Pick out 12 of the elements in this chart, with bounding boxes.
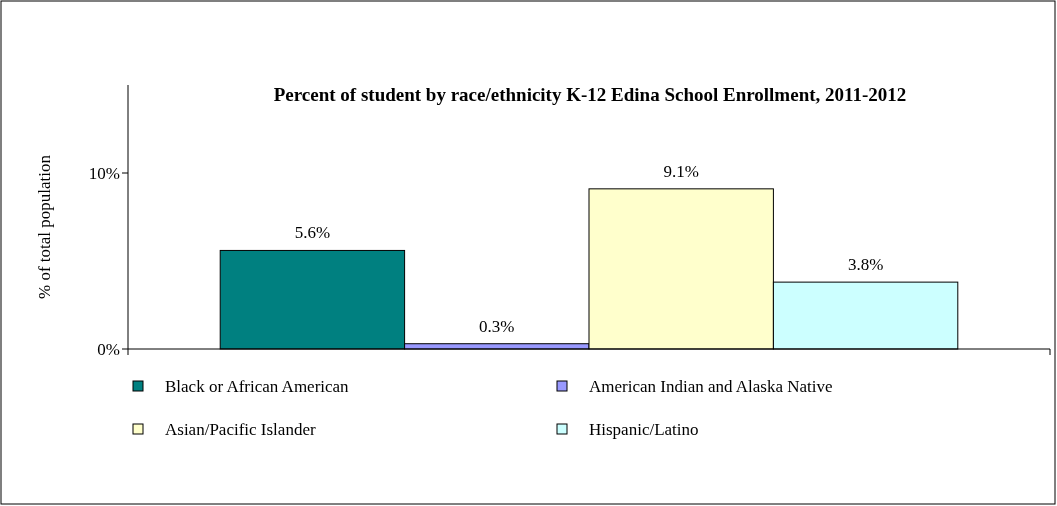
y-axis-title: % of total population xyxy=(35,154,54,300)
data-label: 9.1% xyxy=(663,161,699,181)
legend-label: American Indian and Alaska Native xyxy=(589,376,833,396)
chart-title: Percent of student by race/ethnicity K-12 Edina School Enrollment, 2011-2012 xyxy=(273,84,907,105)
legend-label: Black or African American xyxy=(165,376,350,396)
y-tick-label: 0% xyxy=(97,339,120,359)
legend-label: Hispanic/Latino xyxy=(589,419,699,439)
data-label: 3.8% xyxy=(847,255,884,275)
data-label: 0.3% xyxy=(479,316,515,336)
y-tick-label: 10% xyxy=(88,163,120,183)
legend-label: Asian/Pacific Islander xyxy=(165,419,316,439)
data-label: 5.6% xyxy=(294,223,331,243)
